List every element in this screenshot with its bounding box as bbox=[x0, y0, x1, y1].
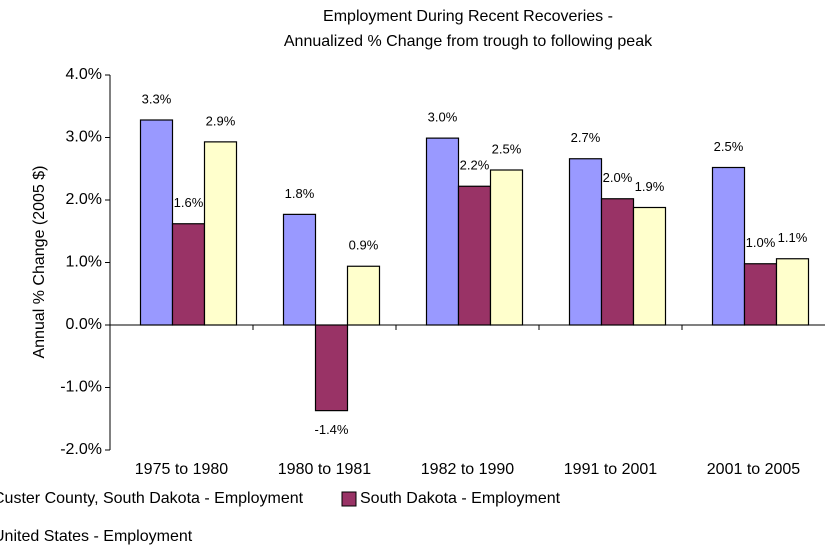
data-label: 2.0% bbox=[603, 170, 633, 185]
data-label: 2.5% bbox=[714, 139, 744, 154]
bar bbox=[489, 169, 524, 326]
y-tick-label: -1.0% bbox=[60, 379, 102, 396]
x-tick-label: 1991 to 2001 bbox=[564, 461, 658, 478]
y-tick-label: 1.0% bbox=[66, 254, 102, 271]
y-axis-label: Annual % Change (2005 $) bbox=[31, 165, 48, 358]
data-label: 1.6% bbox=[174, 195, 204, 210]
y-tick-label: 4.0% bbox=[66, 66, 102, 83]
bar bbox=[346, 265, 381, 326]
data-label: 3.3% bbox=[142, 91, 172, 106]
x-tick-label: 1980 to 1981 bbox=[278, 461, 372, 478]
bar bbox=[203, 141, 238, 326]
bar bbox=[314, 324, 349, 412]
bar bbox=[600, 198, 635, 326]
data-label: -1.4% bbox=[315, 422, 349, 437]
data-label: 1.1% bbox=[778, 230, 808, 245]
bar bbox=[457, 185, 492, 326]
bar bbox=[425, 137, 460, 326]
chart-title: Employment During Recent Recoveries - bbox=[323, 8, 613, 25]
bar bbox=[568, 158, 603, 326]
bar bbox=[139, 119, 174, 326]
bar bbox=[743, 263, 778, 326]
bar bbox=[711, 166, 746, 326]
x-tick-label: 1975 to 1980 bbox=[135, 461, 229, 478]
legend-label: South Dakota - Employment bbox=[360, 490, 561, 507]
chart-subtitle: Annualized % Change from trough to follo… bbox=[284, 33, 653, 50]
data-label: 3.0% bbox=[428, 110, 458, 125]
x-tick-label: 2001 to 2005 bbox=[707, 461, 801, 478]
data-label: 1.0% bbox=[746, 235, 776, 250]
y-tick-label: 0.0% bbox=[66, 316, 102, 333]
bar bbox=[775, 258, 810, 326]
data-label: 2.7% bbox=[571, 130, 601, 145]
legend-label: Custer County, South Dakota - Employment bbox=[0, 490, 304, 507]
y-tick-label: 2.0% bbox=[66, 191, 102, 208]
legend-swatch bbox=[341, 491, 357, 507]
y-tick-label: 3.0% bbox=[66, 129, 102, 146]
bar bbox=[171, 223, 206, 326]
bar bbox=[282, 213, 317, 326]
y-tick-label: -2.0% bbox=[60, 441, 102, 458]
data-label: 2.9% bbox=[206, 113, 236, 128]
x-tick-label: 1982 to 1990 bbox=[421, 461, 515, 478]
data-label: 2.2% bbox=[460, 158, 490, 173]
legend-label: United States - Employment bbox=[0, 528, 193, 545]
data-label: 0.9% bbox=[349, 238, 379, 253]
data-label: 2.5% bbox=[492, 141, 522, 156]
data-label: 1.8% bbox=[285, 186, 315, 201]
bar bbox=[632, 206, 667, 326]
data-label: 1.9% bbox=[635, 179, 665, 194]
